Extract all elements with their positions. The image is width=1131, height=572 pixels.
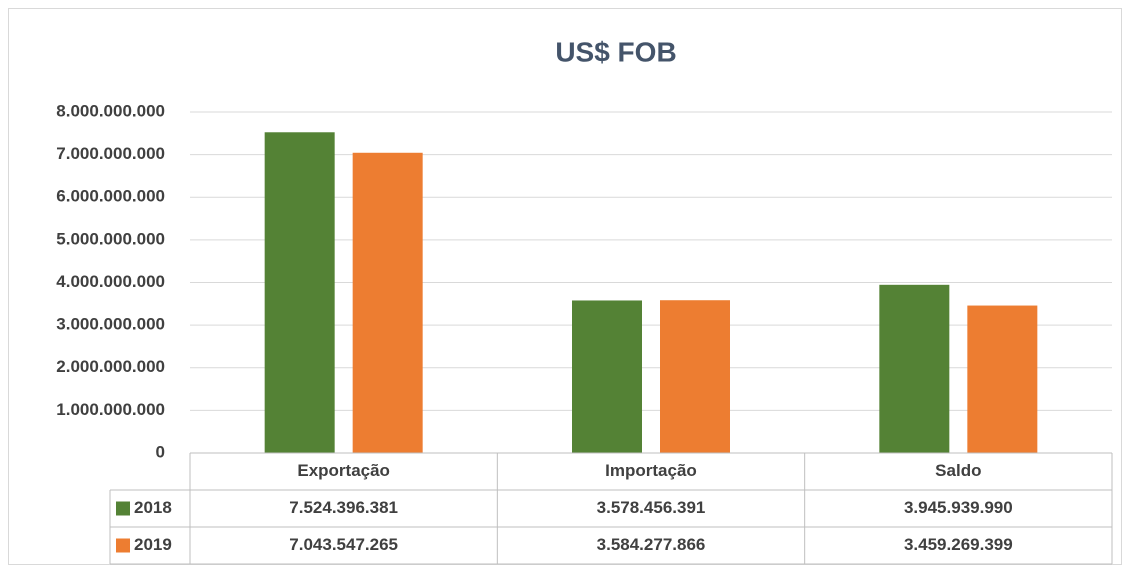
bar [660,300,730,453]
chart-border [8,8,1122,565]
legend-key [116,538,130,553]
y-tick-label: 2.000.000.000 [56,357,165,376]
x-tick-label: Importação [605,461,697,480]
x-tick-label: Saldo [935,461,981,480]
table-value: 3.584.277.866 [597,535,706,554]
y-tick-label: 4.000.000.000 [56,272,165,291]
bar [967,305,1038,453]
table-value: 7.043.547.265 [289,535,398,554]
y-tick-label: 5.000.000.000 [56,229,165,248]
legend-label: 2019 [134,535,172,554]
table-value: 3.578.456.391 [597,498,706,517]
bar [264,132,335,454]
bar [572,300,642,453]
y-tick-label: 0 [156,442,165,461]
bar [879,284,950,453]
x-tick-label: Exportação [297,461,390,480]
table-value: 3.459.269.399 [904,535,1013,554]
legend-key [116,501,130,516]
table-value: 7.524.396.381 [289,498,398,517]
y-tick-label: 6.000.000.000 [56,187,165,206]
y-tick-label: 1.000.000.000 [56,400,165,419]
y-tick-label: 8.000.000.000 [56,101,165,120]
y-tick-label: 3.000.000.000 [56,315,165,334]
table-value: 3.945.939.990 [904,498,1013,517]
y-tick-label: 7.000.000.000 [56,144,165,163]
chart-title: US$ FOB [555,36,676,67]
bar [352,152,423,453]
legend-label: 2018 [134,498,172,517]
